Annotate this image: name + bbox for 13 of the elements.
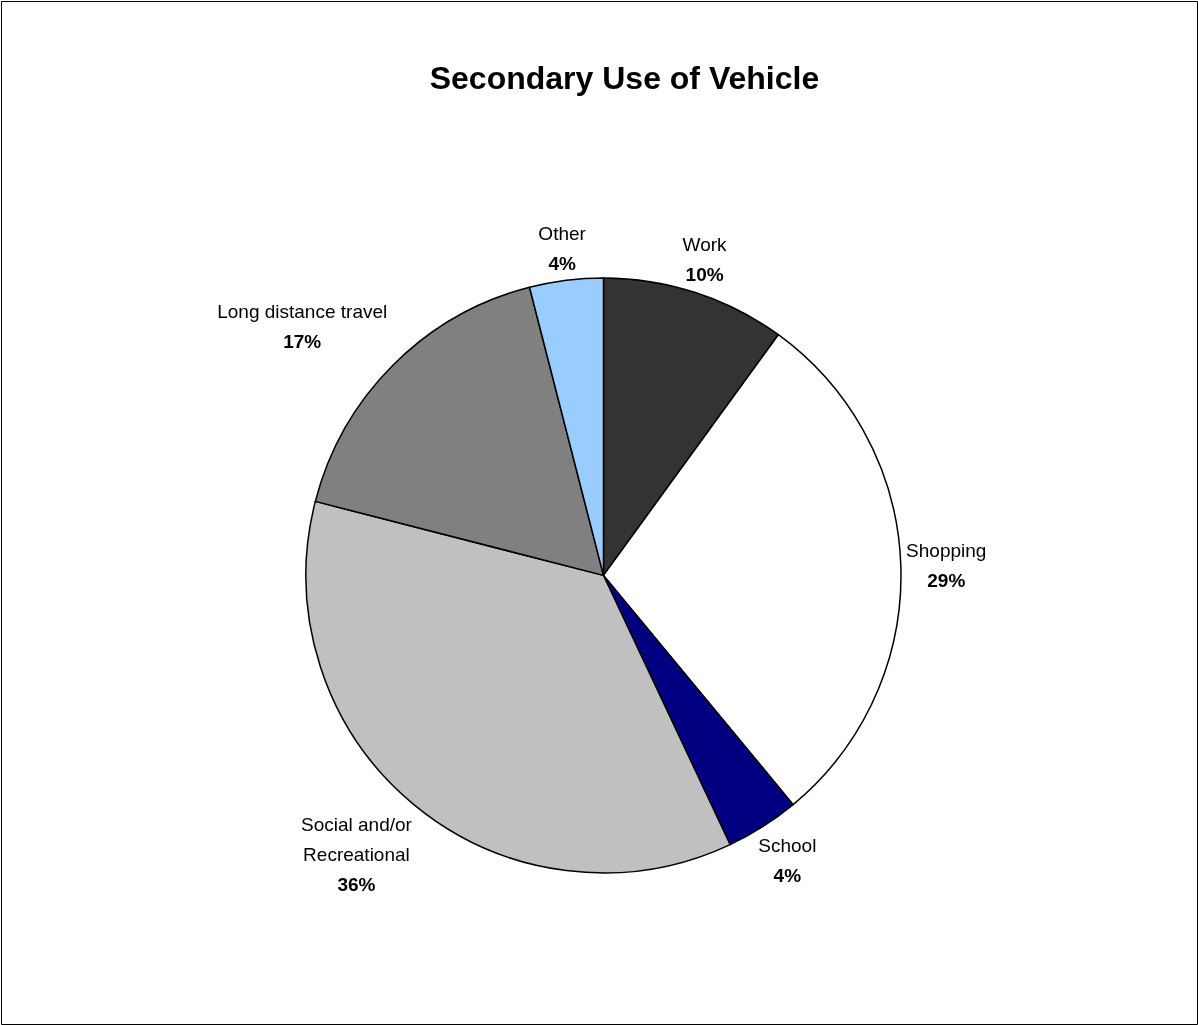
slice-label: Long distance travel <box>217 301 388 323</box>
data-label: 4% <box>773 865 802 887</box>
data-label: 17% <box>283 331 322 353</box>
data-label: 4% <box>548 252 576 274</box>
data-label: 10% <box>685 264 724 286</box>
slice-label: Social and/or Recreational <box>301 814 413 866</box>
slice-label: Other <box>538 222 587 244</box>
slice-label: Shopping <box>906 539 987 561</box>
slice-label: School <box>758 835 817 857</box>
data-label: 29% <box>927 569 966 591</box>
chart-title: Secondary Use of Vehicle <box>429 60 820 97</box>
slice-label: Work <box>682 234 728 256</box>
data-label: 36% <box>337 874 376 896</box>
